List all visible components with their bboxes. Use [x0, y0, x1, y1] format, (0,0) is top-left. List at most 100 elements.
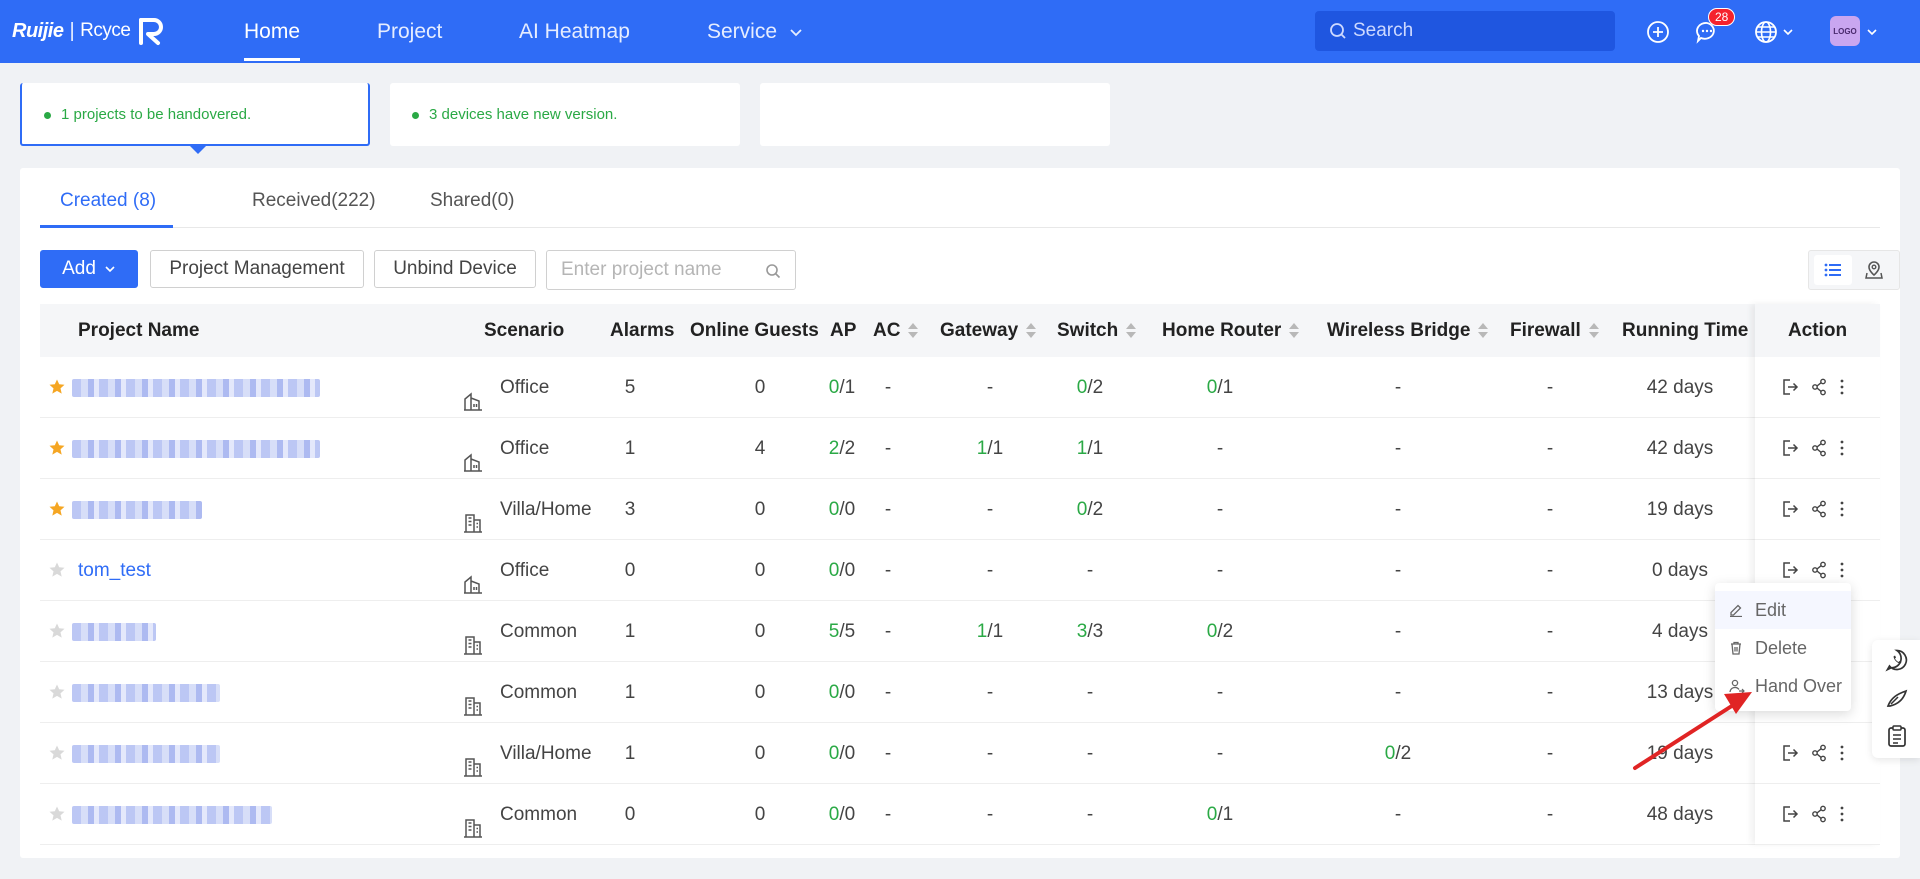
column-header-wireless-bridge[interactable]: Wireless Bridge	[1327, 304, 1489, 357]
online-guests-value: 0	[754, 499, 766, 520]
notification-badge: 28	[1708, 8, 1736, 26]
nav-ai-heatmap[interactable]: AI Heatmap	[519, 20, 630, 43]
alarms-value: 1	[624, 682, 636, 703]
project-name-link-redacted[interactable]	[72, 501, 202, 519]
more-vertical-icon[interactable]	[1839, 500, 1845, 518]
column-header-home-router[interactable]: Home Router	[1162, 304, 1300, 357]
column-header-firewall[interactable]: Firewall	[1510, 304, 1599, 357]
favorite-star-icon[interactable]	[48, 805, 66, 823]
enter-project-icon[interactable]	[1781, 439, 1799, 457]
more-vertical-icon[interactable]	[1839, 378, 1845, 396]
tab-shared[interactable]: Shared(0)	[430, 190, 515, 211]
language-selector[interactable]	[1749, 17, 1799, 47]
menu-item-hand-over[interactable]: Hand Over	[1715, 667, 1851, 705]
avatar[interactable]: LOGO	[1830, 16, 1860, 46]
unbind-device-button[interactable]: Unbind Device	[374, 250, 536, 288]
clipboard-icon[interactable]	[1885, 724, 1909, 748]
favorite-star-icon[interactable]	[48, 744, 66, 762]
column-header-ac[interactable]: AC	[873, 304, 919, 357]
sort-icon[interactable]	[1289, 322, 1300, 339]
more-vertical-icon[interactable]	[1839, 439, 1845, 457]
sort-icon[interactable]	[1588, 322, 1599, 339]
menu-item-edit[interactable]: Edit	[1715, 591, 1851, 629]
brand-logo[interactable]: Ruijie | Rcyce	[12, 14, 166, 48]
sort-icon[interactable]	[908, 322, 919, 339]
sort-icon[interactable]	[1478, 322, 1489, 339]
tab-created[interactable]: Created (8)	[60, 190, 157, 211]
global-search-input[interactable]: Search	[1315, 11, 1615, 51]
online-guests-value: 0	[754, 377, 766, 398]
enter-project-icon[interactable]	[1781, 378, 1799, 396]
share-icon[interactable]	[1811, 500, 1827, 518]
add-button[interactable]: Add	[40, 250, 138, 288]
total-count: -	[1394, 499, 1402, 520]
favorite-star-icon[interactable]	[48, 439, 66, 457]
project-name-link-redacted[interactable]	[72, 440, 320, 458]
table-row[interactable]: Office 5 0 0/1- -0/2 0/1- -42 days	[40, 357, 1880, 418]
table-row[interactable]: Office 1 4 2/2-1/1 1/1- - -42 days	[40, 418, 1880, 479]
feedback-icon[interactable]	[1885, 686, 1909, 710]
favorite-star-icon[interactable]	[48, 622, 66, 640]
project-name-link-redacted[interactable]	[72, 806, 272, 824]
more-vertical-icon[interactable]	[1839, 561, 1845, 579]
summary-card-handover[interactable]: 1 projects to be handovered.	[20, 83, 370, 146]
total-count: /0	[839, 560, 856, 581]
total-count: -	[986, 804, 994, 825]
project-management-button[interactable]: Project Management	[150, 250, 364, 288]
table-row[interactable]: Villa/Home 3 0 0/0 - - 0/2 - - - 19 days	[40, 479, 1880, 540]
column-header-switch[interactable]: Switch	[1057, 304, 1137, 357]
more-vertical-icon[interactable]	[1839, 744, 1845, 762]
menu-item-delete[interactable]: Delete	[1715, 629, 1851, 667]
table-row[interactable]: tom_test Office 0 0 0/0 - - - - - - 0 days	[40, 540, 1880, 601]
table-row[interactable]: Villa/Home 1 0 0/0 - - - - 0/2 - 19 days	[40, 723, 1880, 784]
project-name-link-redacted[interactable]	[72, 623, 156, 641]
map-view-icon[interactable]	[1855, 255, 1893, 285]
more-vertical-icon[interactable]	[1839, 805, 1845, 823]
column-header-gateway[interactable]: Gateway	[940, 304, 1037, 357]
table-row[interactable]: Common 1 0 5/5 - 1/1 3/3 0/2 - - 4 days	[40, 601, 1880, 662]
project-name-link-redacted[interactable]	[72, 379, 320, 397]
summary-card-devices[interactable]: 3 devices have new version.	[390, 83, 740, 146]
chevron-down-icon[interactable]	[1866, 28, 1878, 36]
add-circle-icon[interactable]	[1643, 17, 1673, 47]
favorite-star-icon[interactable]	[48, 500, 66, 518]
chevron-down-icon	[1783, 29, 1793, 36]
sort-icon[interactable]	[1026, 322, 1037, 339]
enter-project-icon[interactable]	[1781, 500, 1799, 518]
share-icon[interactable]	[1811, 744, 1827, 762]
favorite-star-icon[interactable]	[48, 378, 66, 396]
whatsapp-chat-icon[interactable]	[1885, 648, 1909, 672]
column-header-running-time: Running Time	[1622, 320, 1749, 341]
scenario-label: Common	[500, 621, 578, 642]
sort-icon[interactable]	[1126, 322, 1137, 339]
project-name-link[interactable]: tom_test	[78, 560, 151, 581]
tab-received[interactable]: Received(222)	[252, 190, 376, 211]
favorite-star-icon[interactable]	[48, 561, 66, 579]
nav-home[interactable]: Home	[244, 0, 301, 63]
enter-project-icon[interactable]	[1781, 561, 1799, 579]
firewall-value: -	[1546, 438, 1554, 459]
favorite-star-icon[interactable]	[48, 683, 66, 701]
nav-service[interactable]: Service	[707, 0, 803, 63]
top-navigation-bar: Ruijie | Rcyce Home Project AI Heatmap S…	[0, 0, 1920, 63]
table-row[interactable]: Common 0 0 0/0 - - - 0/1 - - 48 days	[40, 784, 1880, 845]
share-icon[interactable]	[1811, 439, 1827, 457]
share-icon[interactable]	[1811, 378, 1827, 396]
enter-project-icon[interactable]	[1781, 805, 1799, 823]
online-count: 1	[1076, 438, 1088, 459]
enter-project-icon[interactable]	[1781, 744, 1799, 762]
brand-separator: |	[69, 19, 75, 42]
project-name-search-input[interactable]: Enter project name	[546, 250, 796, 290]
summary-card-third[interactable]	[760, 83, 1110, 146]
online-count: 1	[976, 621, 988, 642]
table-row[interactable]: Common 1 0 0/0 - - - - - - 13 days	[40, 662, 1880, 723]
project-name-link-redacted[interactable]	[72, 745, 220, 763]
message-icon[interactable]	[1692, 17, 1722, 47]
project-name-link-redacted[interactable]	[72, 684, 220, 702]
online-count: 2	[828, 438, 840, 459]
running-time-value: 4 days	[1652, 621, 1708, 642]
list-view-icon[interactable]	[1814, 255, 1852, 285]
share-icon[interactable]	[1811, 561, 1827, 579]
nav-project[interactable]: Project	[377, 20, 443, 43]
share-icon[interactable]	[1811, 805, 1827, 823]
